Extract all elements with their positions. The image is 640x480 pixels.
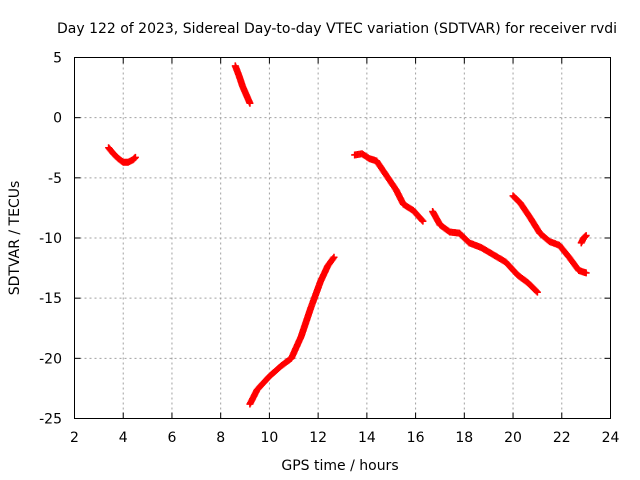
axis-ticks — [74, 57, 611, 419]
data-point — [582, 269, 590, 277]
x-tick-label: 4 — [119, 430, 128, 446]
x-tick-labels: 2 4 6 8 10 12 14 16 18 20 22 24 — [70, 430, 619, 446]
x-tick-label: 24 — [602, 430, 620, 446]
y-tick-label: -20 — [39, 351, 62, 367]
data-point — [131, 154, 139, 162]
x-axis-label: GPS time / hours — [281, 458, 398, 474]
x-tick-label: 16 — [407, 430, 425, 446]
x-tick-label: 8 — [216, 430, 225, 446]
data-point — [418, 216, 426, 224]
x-tick-label: 2 — [70, 430, 79, 446]
y-tick-label: -15 — [39, 291, 62, 307]
x-tick-label: 22 — [553, 430, 571, 446]
y-tick-label: -5 — [48, 171, 62, 187]
data-series-arc6 — [509, 192, 590, 277]
x-tick-label: 14 — [358, 430, 376, 446]
data-points — [105, 62, 590, 408]
data-point — [532, 287, 540, 295]
y-tick-labels: 5 0 -5 -10 -15 -20 -25 — [39, 51, 62, 428]
data-point — [581, 232, 589, 240]
y-tick-label: 0 — [53, 111, 62, 127]
x-tick-label: 6 — [167, 430, 176, 446]
data-point — [329, 254, 337, 262]
y-tick-label: -10 — [39, 231, 62, 247]
data-series-arc7 — [577, 232, 590, 247]
grid — [74, 57, 611, 419]
data-point — [131, 153, 139, 161]
data-series-arc5 — [429, 208, 541, 296]
data-point — [419, 217, 427, 225]
chart-title: Day 122 of 2023, Sidereal Day-to-day VTE… — [57, 21, 617, 37]
data-point — [582, 232, 590, 240]
data-series-arc1 — [105, 144, 139, 166]
data-point — [330, 253, 338, 261]
y-tick-label: 5 — [53, 51, 62, 67]
data-point — [533, 288, 541, 296]
x-tick-label: 12 — [309, 430, 327, 446]
x-tick-label: 10 — [260, 430, 278, 446]
data-point — [246, 99, 254, 107]
x-tick-label: 20 — [504, 430, 522, 446]
data-series-arc4 — [351, 150, 427, 225]
y-axis-label: SDTVAR / TECUs — [7, 181, 23, 296]
y-tick-label: -25 — [39, 412, 62, 428]
data-series-arc3 — [246, 253, 338, 408]
x-tick-label: 18 — [455, 430, 473, 446]
data-series-arc2 — [231, 62, 254, 107]
